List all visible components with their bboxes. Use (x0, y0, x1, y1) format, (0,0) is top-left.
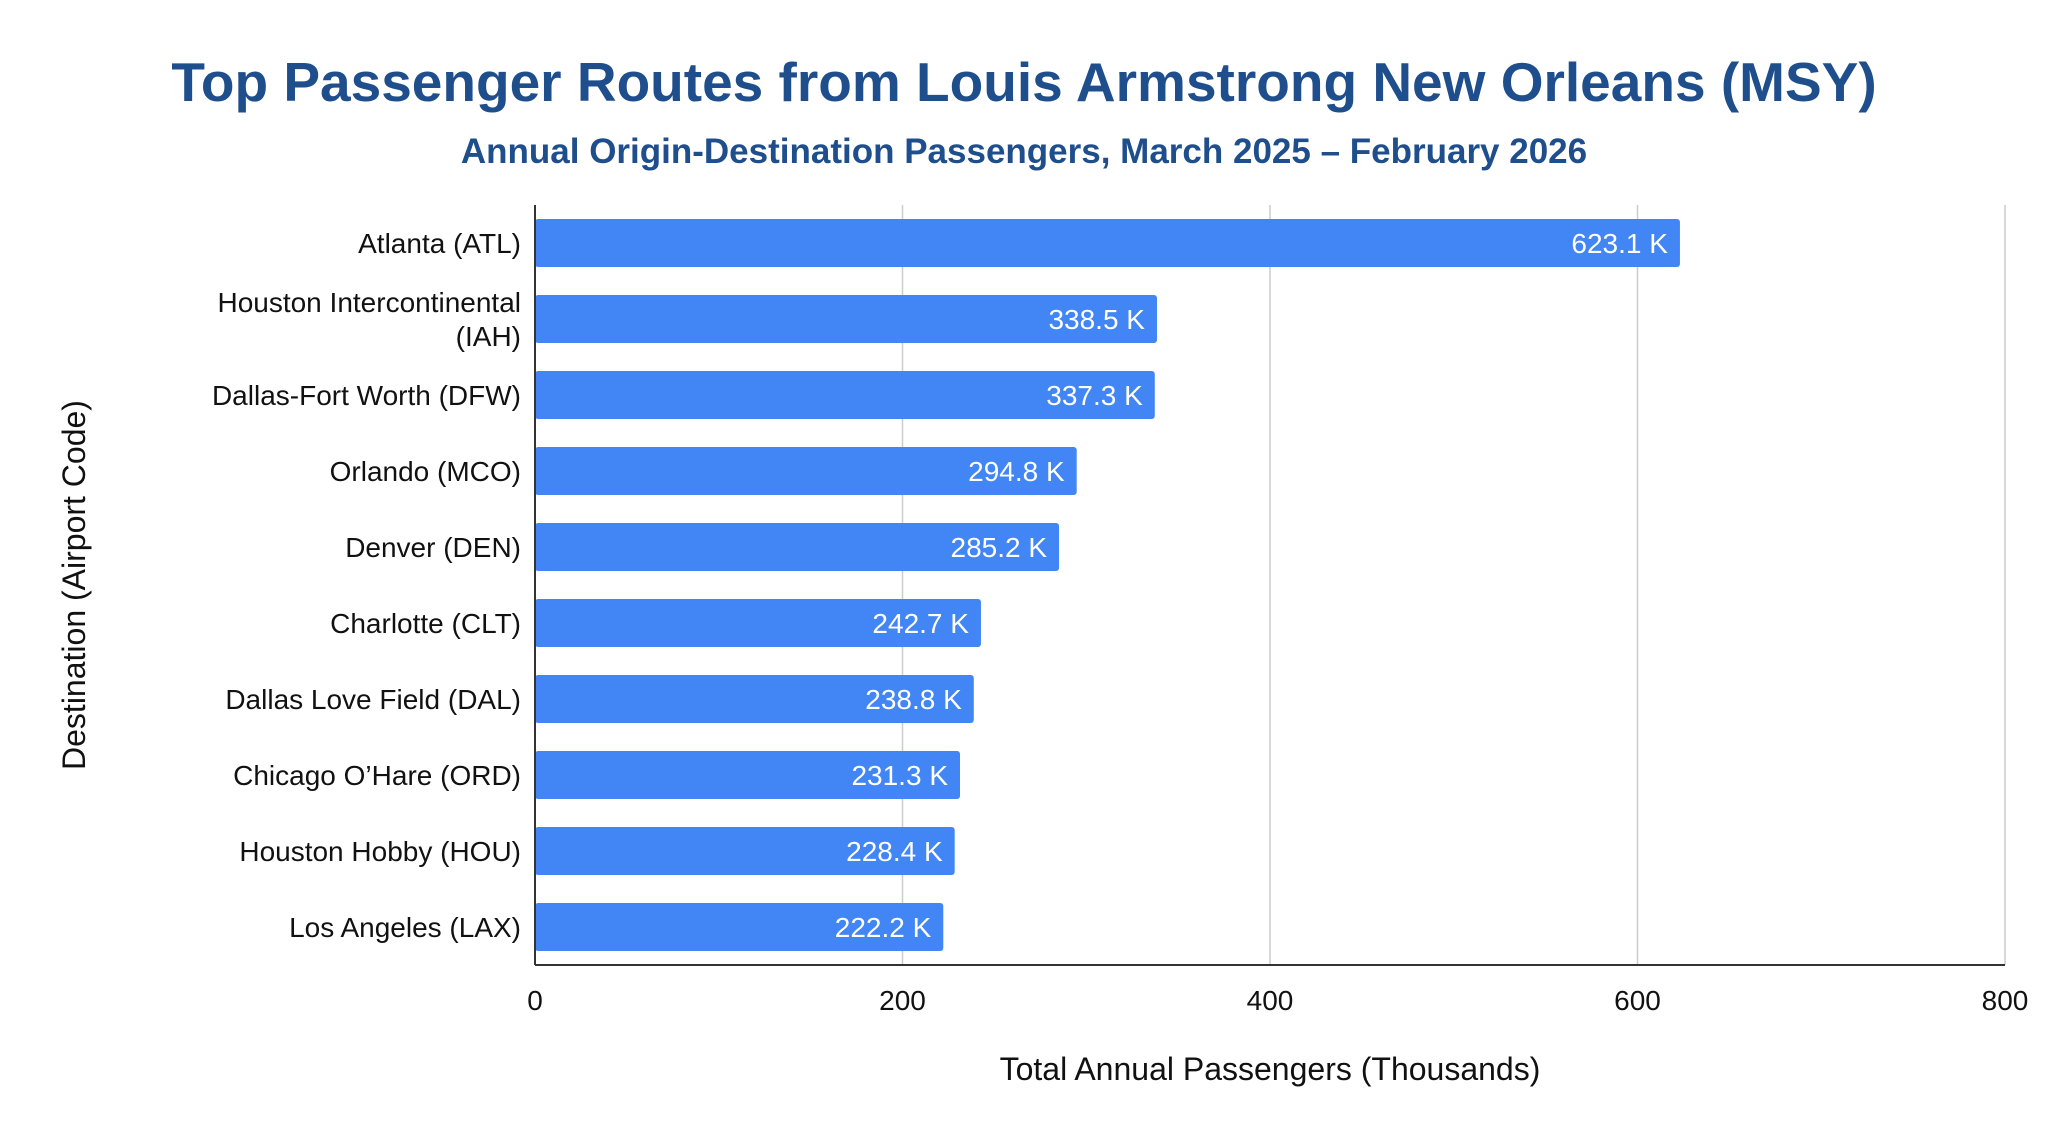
bar (535, 447, 1077, 495)
bar (535, 219, 1680, 267)
axes (534, 205, 2005, 966)
data-label: 242.7 K (872, 608, 969, 639)
data-label: 228.4 K (846, 836, 943, 867)
data-label: 238.8 K (865, 684, 962, 715)
category-label: Orlando (MCO) (330, 456, 521, 487)
category-label: Los Angeles (LAX) (289, 912, 521, 943)
bar (535, 751, 961, 799)
labels: 0 200 400 600 800 623.1 K Atlanta (ATL) 338.5 K… (56, 228, 2028, 1087)
chart-title: Top Passenger Routes from Louis Armstron… (171, 51, 1877, 113)
bar (535, 599, 981, 647)
data-label: 285.2 K (951, 532, 1048, 563)
bar (535, 295, 1157, 343)
category-label: Denver (DEN) (345, 532, 521, 563)
x-axis-title: Total Annual Passengers (Thousands) (1000, 1051, 1541, 1087)
category-label: Houston Hobby (HOU) (239, 836, 521, 867)
category-label: Dallas-Fort Worth (DFW) (212, 380, 521, 411)
data-label: 338.5 K (1048, 304, 1145, 335)
data-label: 294.8 K (968, 456, 1065, 487)
x-tick-label: 200 (879, 985, 926, 1016)
bars (535, 219, 1680, 951)
category-label: Dallas Love Field (DAL) (225, 684, 521, 715)
category-label: Atlanta (ATL) (358, 228, 521, 259)
data-label: 337.3 K (1046, 380, 1143, 411)
bar (535, 371, 1155, 419)
data-label: 623.1 K (1571, 228, 1668, 259)
bar (535, 675, 974, 723)
category-label: Houston Intercontinental (IAH) (217, 287, 521, 352)
bar (535, 827, 955, 875)
chart-subtitle: Annual Origin-Destination Passengers, Ma… (460, 132, 1588, 171)
bar (535, 523, 1060, 571)
data-label: 231.3 K (851, 760, 948, 791)
x-tick-label: 600 (1614, 985, 1661, 1016)
x-tick-label: 0 (527, 985, 543, 1016)
x-tick-label: 800 (1982, 985, 2029, 1016)
data-label: 222.2 K (835, 912, 932, 943)
category-label: Charlotte (CLT) (330, 608, 521, 639)
category-label: Chicago O’Hare (ORD) (233, 760, 521, 791)
x-tick-label: 400 (1247, 985, 1294, 1016)
y-axis-title: Destination (Airport Code) (56, 400, 92, 770)
bar (535, 903, 944, 951)
